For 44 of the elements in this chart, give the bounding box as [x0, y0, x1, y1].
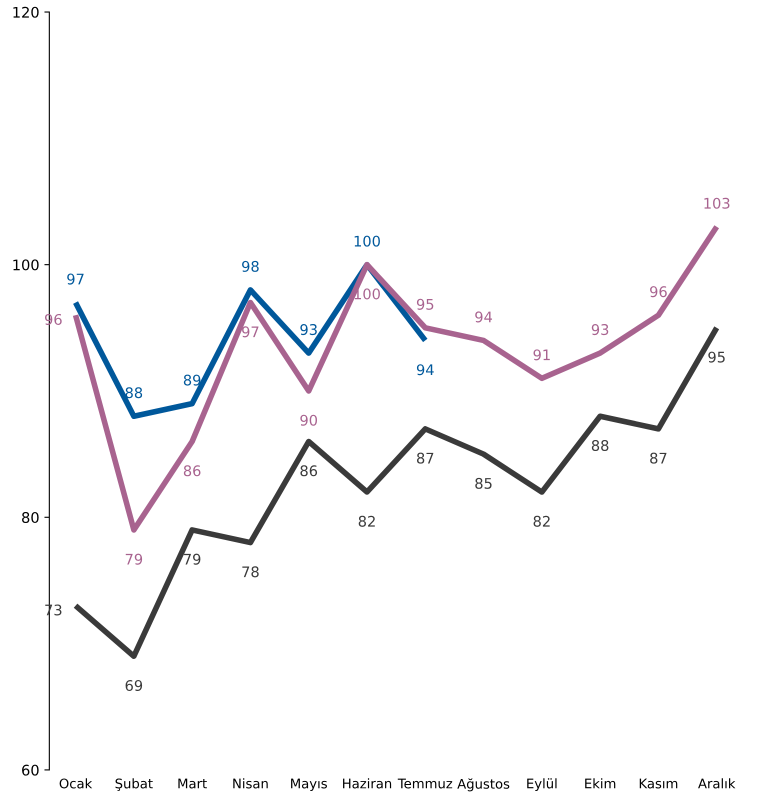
data-label: 87 [416, 452, 434, 464]
data-label: 82 [358, 516, 375, 527]
data-label: 91 [533, 349, 550, 360]
data-label: 97 [242, 326, 258, 338]
x-tick-label: Haziran [343, 778, 392, 788]
data-label: 90 [300, 414, 318, 426]
data-label: 103 [704, 198, 730, 209]
data-label: 98 [242, 260, 259, 272]
data-label: 79 [126, 554, 142, 565]
data-label: 82 [534, 516, 550, 527]
y-tick-label: 120 [13, 6, 39, 18]
data-label: 86 [184, 465, 200, 476]
x-tick-label: Mayıs [291, 778, 327, 792]
y-tick-label: 80 [22, 512, 39, 524]
data-label: 88 [126, 387, 142, 398]
data-label: 86 [300, 465, 318, 476]
x-tick-label: Aralık [698, 778, 736, 788]
x-tick-label: Eylül [527, 778, 557, 792]
y-tick-label: 60 [22, 764, 39, 776]
data-label: 95 [708, 352, 725, 363]
data-label: 94 [416, 364, 434, 376]
x-tick-label: Nisan [233, 778, 268, 788]
data-label: 97 [67, 274, 84, 285]
data-label: 78 [242, 566, 259, 578]
data-label: 89 [184, 374, 200, 386]
y-tick-label: 100 [13, 259, 39, 270]
x-tick-label: Mart [178, 778, 207, 788]
data-label: 94 [475, 311, 492, 322]
x-tick-label: Ocak [60, 778, 92, 788]
data-label: 95 [416, 298, 434, 310]
data-label: 96 [650, 286, 667, 298]
x-tick-label: Temmuz [398, 778, 452, 788]
x-tick-label: Şubat [116, 778, 153, 791]
x-tick-label: Ekim [585, 778, 616, 788]
data-label: 100 [354, 236, 380, 247]
data-label: 79 [184, 554, 200, 565]
data-label: 85 [475, 478, 492, 489]
data-label: 88 [592, 440, 608, 452]
data-label: 93 [300, 324, 317, 336]
x-tick-label: Ağustos [457, 778, 510, 792]
x-tick-label: Kasım [640, 778, 678, 788]
data-label: 69 [126, 680, 142, 692]
data-label: 93 [592, 324, 608, 336]
data-label: 87 [650, 452, 666, 464]
